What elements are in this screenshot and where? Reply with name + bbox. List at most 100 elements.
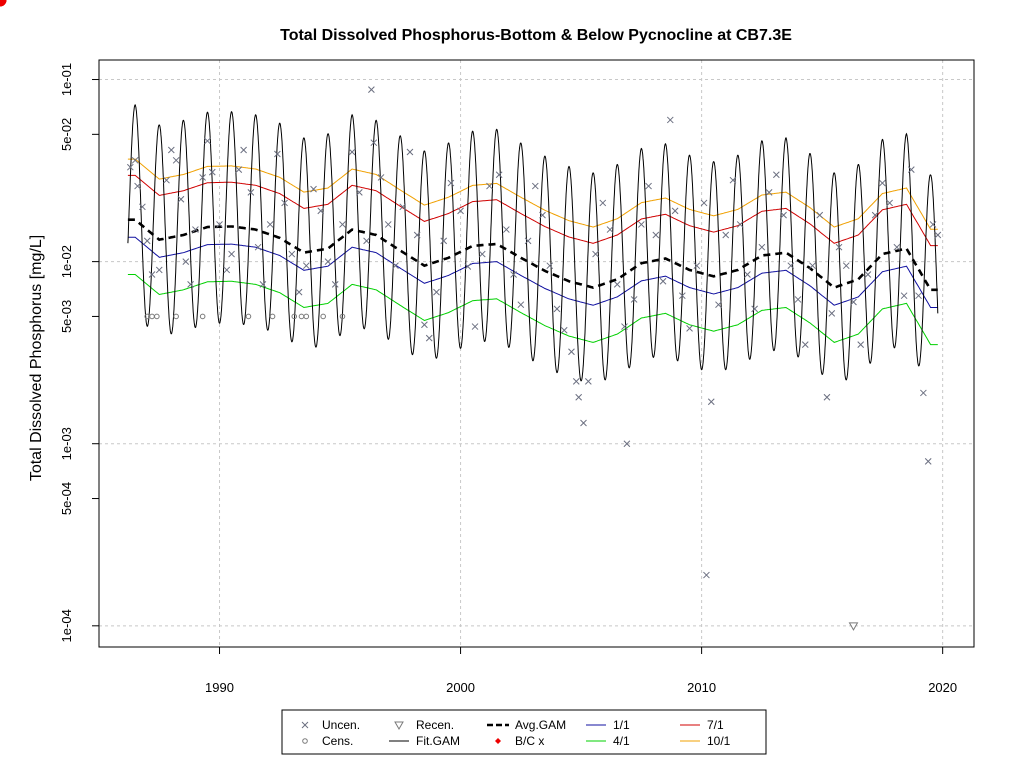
x-stroke [126, 163, 134, 171]
plot-frame [98, 59, 975, 648]
uncensored-point [331, 281, 339, 288]
x-stroke [317, 207, 325, 215]
x-stroke [686, 325, 693, 332]
uncensored-point [464, 263, 472, 270]
x-stroke [915, 292, 922, 300]
x-stroke [464, 263, 472, 270]
x-stroke [348, 148, 356, 156]
uncensored-point [339, 221, 346, 228]
x-stroke [722, 231, 730, 239]
x-stroke [568, 348, 575, 356]
x-stroke [857, 341, 865, 348]
x-stroke [478, 250, 486, 258]
x-stroke [301, 721, 309, 729]
x-stroke [700, 199, 708, 207]
uncensored-point [630, 296, 638, 303]
legend-bc-label: B/C x [515, 734, 544, 748]
uncensored-point [187, 281, 194, 288]
uncensored-point [722, 231, 730, 239]
uncensored-point [440, 237, 448, 245]
legend-uncen-symbol [301, 721, 309, 729]
uncensored-point [652, 231, 660, 239]
x-stroke [772, 171, 780, 179]
uncensored-point [575, 393, 583, 401]
x-stroke [924, 458, 932, 465]
uncensored-point [421, 321, 428, 329]
x-stroke [659, 277, 667, 285]
uncensored-point [355, 189, 363, 196]
x-tick-label: 2020 [928, 680, 957, 695]
uncensored-point [517, 301, 525, 309]
x-stroke [339, 221, 346, 228]
uncensored-point [447, 179, 455, 187]
uncensored-point [288, 250, 296, 258]
censored-point [154, 313, 160, 320]
x-stroke [240, 146, 247, 154]
censored-point [339, 313, 346, 320]
uncensored-point [302, 262, 310, 270]
x-stroke [228, 250, 235, 258]
x-stroke [666, 116, 674, 124]
x-stroke [828, 309, 836, 317]
x-stroke [331, 281, 339, 288]
x-stroke [143, 237, 151, 245]
x-stroke [809, 262, 816, 270]
uncensored-point [399, 203, 407, 211]
uncensored-point [172, 156, 180, 164]
uncensored-point [794, 296, 802, 303]
uncensored-point [163, 176, 170, 184]
y-tick-label: 5e-04 [59, 482, 74, 515]
uncensored-point [780, 211, 787, 219]
uncensored-point [413, 231, 421, 239]
uncensored-point [143, 237, 151, 245]
x-stroke [900, 292, 908, 300]
y-axis-label: Total Dissolved Phosphorus [mg/L] [28, 235, 45, 481]
x-stroke [187, 281, 194, 288]
uncensored-point [707, 398, 715, 406]
recensored-point [848, 622, 859, 631]
x-stroke [715, 301, 722, 309]
oct-1-line [127, 158, 938, 230]
x-stroke [204, 137, 211, 145]
uncensored-point [457, 207, 464, 215]
uncensored-point [857, 341, 865, 348]
x-stroke [182, 258, 190, 265]
uncensored-point [247, 189, 255, 196]
x-stroke [794, 296, 802, 303]
uncensored-point [425, 334, 433, 342]
uncensored-point [823, 393, 831, 401]
x-stroke [879, 179, 886, 187]
uncensored-point [580, 419, 587, 427]
x-stroke [703, 571, 710, 579]
uncensored-point [199, 174, 207, 181]
uncensored-point [368, 86, 375, 93]
x-stroke [929, 221, 937, 228]
uncensored-point [772, 171, 780, 179]
x-stroke [816, 211, 824, 219]
uncensored-point [693, 262, 701, 270]
uncensored-point [787, 262, 795, 270]
x-stroke [254, 243, 262, 251]
uncensored-point [934, 231, 942, 239]
y-tick-label: 5e-02 [59, 118, 74, 151]
x-stroke [707, 398, 715, 406]
x-tick-label: 2000 [446, 680, 475, 695]
x-stroke [457, 207, 464, 215]
uncensored-point [850, 298, 857, 306]
x-stroke [235, 166, 243, 173]
grid-lines [99, 60, 974, 647]
x-stroke [192, 226, 199, 233]
x-stroke [134, 182, 141, 190]
legend-bc-symbol [495, 738, 501, 744]
uncensored-point [666, 116, 674, 124]
censored-point [245, 313, 252, 320]
avg-gam-line [127, 218, 938, 292]
uncensored-point [131, 156, 139, 164]
uncensored-point [208, 168, 216, 176]
x-stroke [223, 266, 231, 274]
uncensored-point [310, 185, 317, 193]
x-stroke [406, 148, 414, 156]
x-stroke [363, 237, 370, 245]
x-stroke [302, 262, 310, 270]
legend-cens-label: Cens. [322, 734, 353, 748]
